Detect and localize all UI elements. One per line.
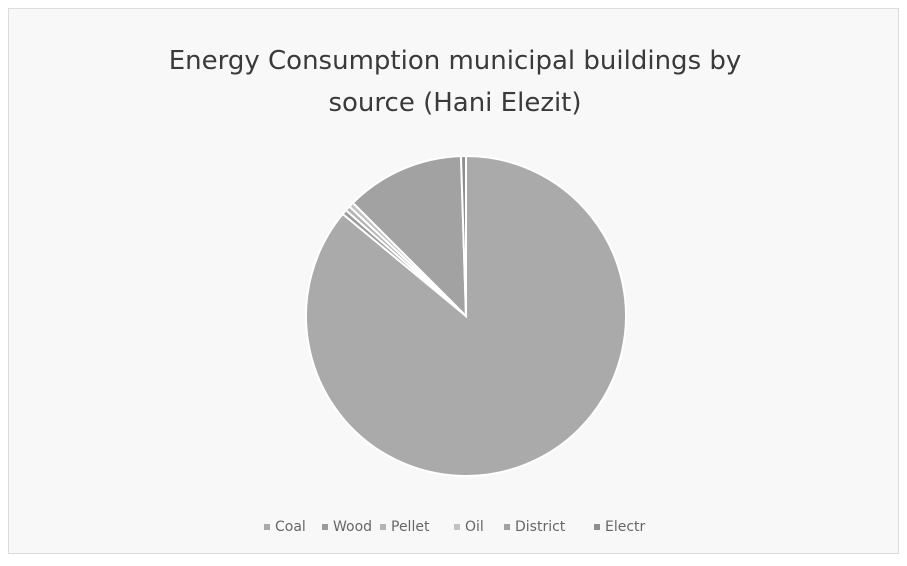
legend-marker (264, 524, 270, 530)
legend-marker (504, 524, 510, 530)
legend-label: Oil (465, 519, 484, 535)
legend-label: Pellet (391, 519, 430, 535)
legend-label: Coal (275, 519, 306, 535)
legend-label: Electr (605, 519, 646, 535)
chart-title: Energy Consumption municipal buildings b… (168, 46, 742, 118)
pie-slice (459, 154, 467, 317)
legend-marker (322, 524, 328, 530)
legend-label: District (515, 519, 566, 535)
legend-label: Wood (333, 519, 372, 535)
legend-marker (594, 524, 600, 530)
legend-marker (454, 524, 460, 530)
pie-slice (351, 155, 468, 319)
legend-marker (380, 524, 386, 530)
